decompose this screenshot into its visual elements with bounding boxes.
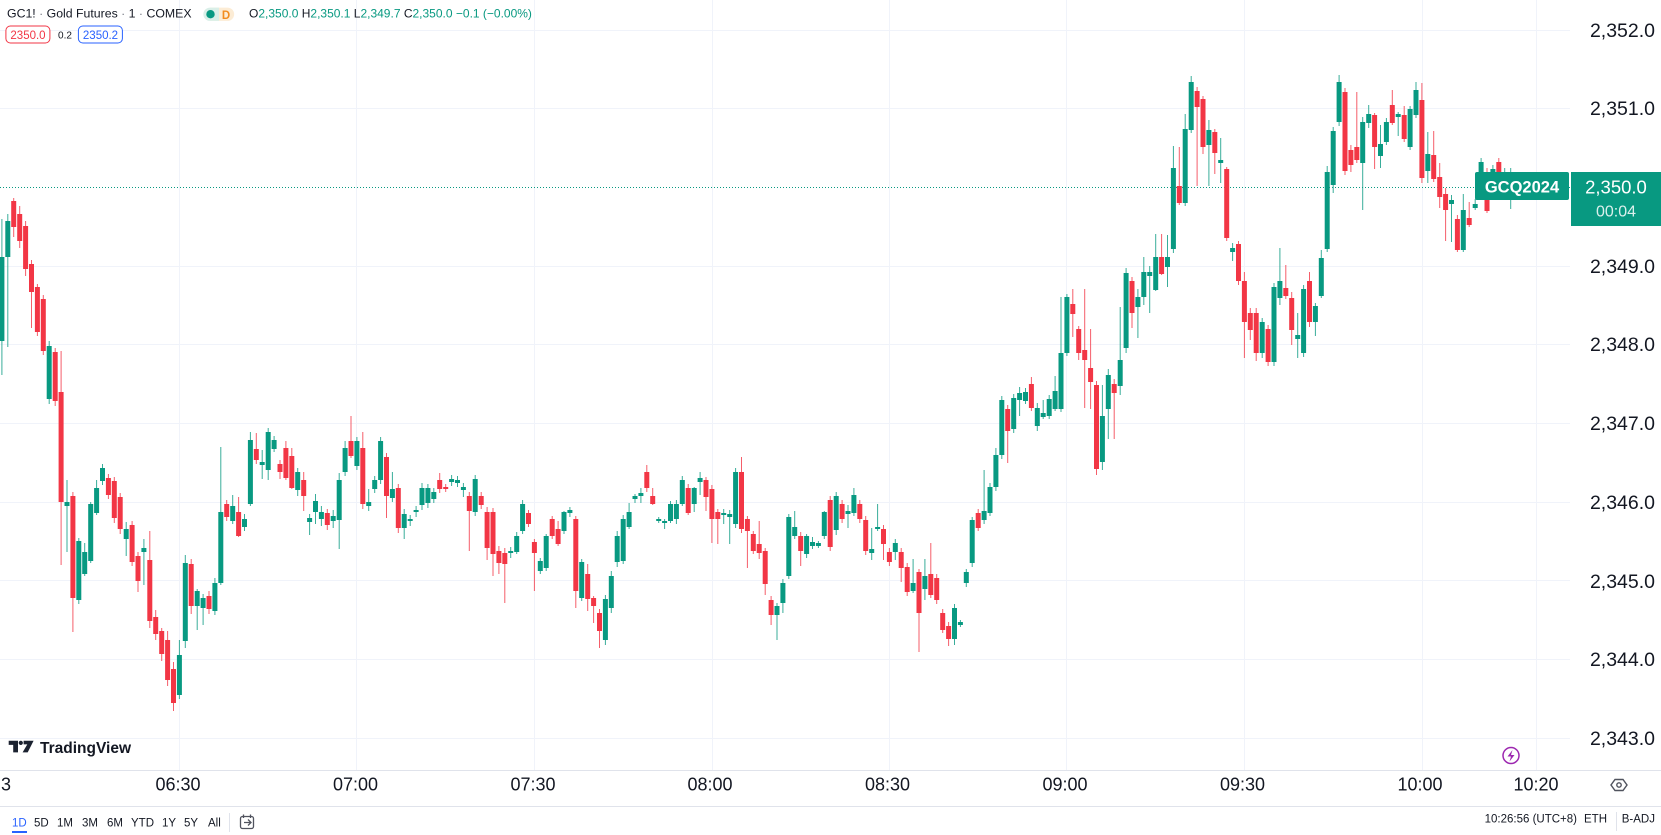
- svg-text:2,343.0: 2,343.0: [1590, 728, 1655, 750]
- svg-text:1D: 1D: [12, 818, 27, 830]
- svg-text:07:00: 07:00: [333, 775, 378, 795]
- svg-text:0.2: 0.2: [58, 30, 72, 41]
- svg-text:2,346.0: 2,346.0: [1590, 492, 1655, 514]
- svg-text:YTD: YTD: [131, 818, 154, 830]
- svg-text:2,347.0: 2,347.0: [1590, 413, 1655, 435]
- svg-text:GCQ2024: GCQ2024: [1485, 179, 1560, 197]
- svg-text:3: 3: [1, 775, 11, 795]
- svg-text:08:00: 08:00: [687, 775, 732, 795]
- svg-text:3M: 3M: [82, 818, 98, 830]
- svg-text:5Y: 5Y: [184, 818, 198, 830]
- svg-text:GC1! · Gold Futures · 1 · COME: GC1! · Gold Futures · 1 · COMEX: [7, 7, 192, 21]
- svg-text:2,348.0: 2,348.0: [1590, 334, 1655, 356]
- svg-text:07:30: 07:30: [510, 775, 555, 795]
- svg-text:09:30: 09:30: [1220, 775, 1265, 795]
- svg-text:2,350.0: 2,350.0: [1585, 177, 1647, 198]
- svg-text:B-ADJ: B-ADJ: [1622, 814, 1655, 826]
- svg-text:2,349.0: 2,349.0: [1590, 256, 1655, 278]
- svg-text:10:20: 10:20: [1513, 775, 1558, 795]
- svg-text:2,351.0: 2,351.0: [1590, 98, 1655, 120]
- svg-text:1M: 1M: [57, 818, 73, 830]
- svg-text:09:00: 09:00: [1042, 775, 1087, 795]
- svg-text:10:26:56 (UTC+8): 10:26:56 (UTC+8): [1485, 814, 1578, 826]
- svg-text:6M: 6M: [107, 818, 123, 830]
- svg-text:TradingView: TradingView: [40, 740, 132, 757]
- svg-text:5D: 5D: [34, 818, 49, 830]
- svg-text:2,344.0: 2,344.0: [1590, 649, 1655, 671]
- svg-text:2,345.0: 2,345.0: [1590, 571, 1655, 593]
- svg-text:10:00: 10:00: [1397, 775, 1442, 795]
- svg-text:2350.2: 2350.2: [83, 30, 118, 42]
- svg-text:2350.0: 2350.0: [10, 30, 45, 42]
- svg-text:O2,350.0 H2,350.1 L2,349.7 C2,: O2,350.0 H2,350.1 L2,349.7 C2,350.0 −0.1…: [249, 7, 532, 21]
- svg-text:2,352.0: 2,352.0: [1590, 20, 1655, 42]
- svg-text:06:30: 06:30: [155, 775, 200, 795]
- svg-text:1Y: 1Y: [162, 818, 176, 830]
- svg-text:All: All: [208, 818, 221, 830]
- svg-text:08:30: 08:30: [865, 775, 910, 795]
- svg-text:ETH: ETH: [1584, 814, 1607, 826]
- svg-text:D: D: [222, 10, 230, 22]
- svg-text:00:04: 00:04: [1596, 204, 1636, 221]
